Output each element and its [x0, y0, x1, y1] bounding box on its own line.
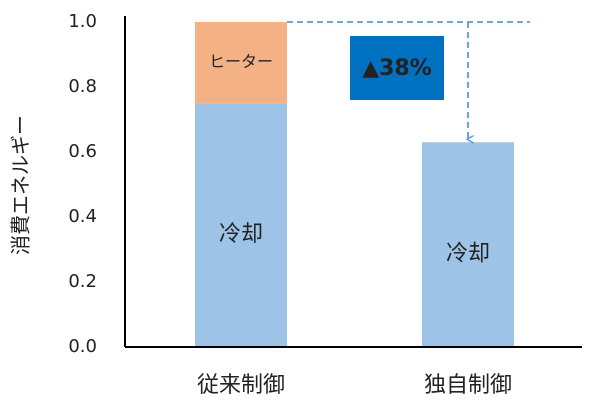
y-tick-label: 0.0 [68, 336, 97, 357]
segment-label: ヒーター [209, 52, 273, 71]
bar-segment [422, 142, 514, 347]
bar-segment [195, 103, 287, 347]
annotation-arrow [287, 21, 530, 139]
y-tick-label: 0.4 [68, 206, 97, 227]
bar-segment [195, 22, 287, 104]
y-tick-label: 0.2 [68, 271, 97, 292]
x-tick-label: 独自制御 [424, 373, 512, 398]
y-tick-label: 0.6 [68, 141, 97, 162]
segment-label: 冷却 [446, 242, 490, 267]
annotation-text: ▲38% [362, 56, 432, 81]
x-tick-label: 従来制御 [197, 373, 285, 398]
annotation-box [350, 36, 444, 100]
y-axis-label: 消費エネルギー [9, 115, 33, 255]
y-tick-label: 0.8 [68, 76, 97, 97]
y-tick-label: 1.0 [68, 11, 97, 32]
segment-label: 冷却 [219, 222, 263, 247]
